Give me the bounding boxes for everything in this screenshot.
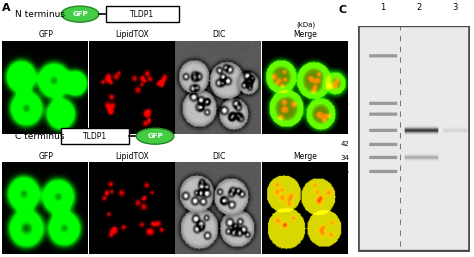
- FancyBboxPatch shape: [61, 128, 129, 144]
- Text: 2: 2: [417, 3, 422, 12]
- Text: A: A: [2, 3, 11, 13]
- Text: 34: 34: [340, 155, 349, 161]
- Text: LipidTOX: LipidTOX: [115, 152, 149, 161]
- Text: C: C: [339, 5, 347, 15]
- FancyBboxPatch shape: [106, 6, 179, 22]
- Text: GFP: GFP: [38, 152, 53, 161]
- Text: 260: 260: [336, 53, 349, 59]
- Text: GFP: GFP: [38, 30, 53, 39]
- Text: 42: 42: [340, 141, 349, 148]
- Text: 3: 3: [452, 3, 457, 12]
- Text: (kDa): (kDa): [297, 21, 316, 28]
- Ellipse shape: [61, 6, 99, 22]
- Text: C terminus: C terminus: [15, 132, 64, 141]
- Text: 95: 95: [340, 101, 349, 107]
- Text: TLDP1: TLDP1: [130, 10, 155, 19]
- Text: B: B: [2, 125, 11, 135]
- Text: 26: 26: [340, 169, 349, 175]
- Ellipse shape: [137, 128, 174, 144]
- Text: 1: 1: [380, 3, 385, 12]
- Text: Merge: Merge: [293, 30, 317, 39]
- Text: N terminus: N terminus: [15, 10, 65, 19]
- Text: GFP: GFP: [72, 11, 88, 17]
- Text: TLDP1: TLDP1: [83, 132, 108, 141]
- Text: DIC: DIC: [212, 30, 225, 39]
- Text: DIC: DIC: [212, 152, 225, 161]
- Text: LipidTOX: LipidTOX: [115, 30, 149, 39]
- Text: Merge: Merge: [293, 152, 317, 161]
- Text: 52: 52: [340, 128, 349, 134]
- Text: 72: 72: [340, 112, 349, 118]
- Text: GFP: GFP: [147, 133, 163, 139]
